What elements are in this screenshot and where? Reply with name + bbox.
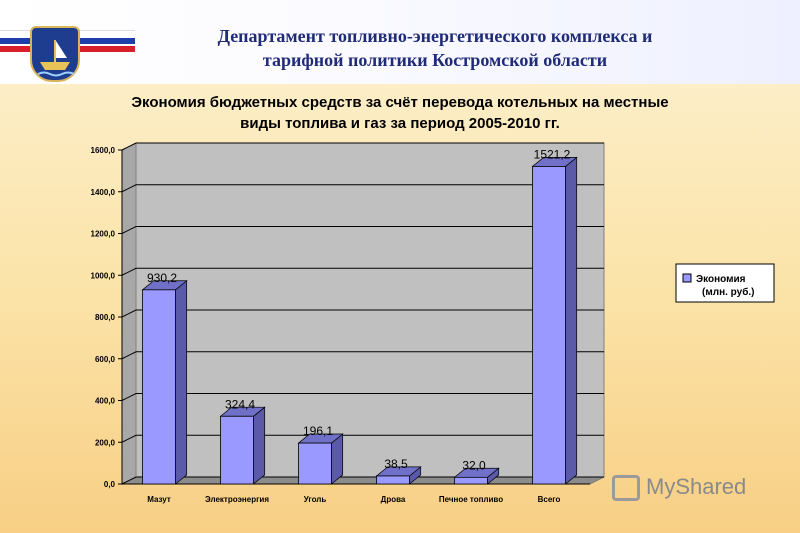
watermark: MyShared [612, 470, 762, 504]
gridline [121, 142, 604, 151]
y-tick-label: 200,0 [95, 438, 116, 447]
bar [454, 476, 488, 485]
bar [142, 289, 176, 485]
bar-side [253, 406, 266, 485]
data-label: 32,0 [462, 458, 486, 472]
y-tick-label: 1400,0 [91, 188, 116, 197]
gridline [121, 476, 604, 485]
gridline [121, 309, 604, 318]
plot-floor [121, 476, 605, 485]
y-tick-label: 800,0 [95, 313, 116, 322]
y-tick-label: 1000,0 [91, 271, 116, 280]
gridline [121, 226, 604, 234]
x-tick-label: Дрова [381, 495, 406, 504]
chart-title-line1: Экономия бюджетных средств за счёт перев… [131, 94, 669, 111]
chart-title-line2: виды топлива и газ за период 2005-2010 г… [240, 115, 560, 132]
x-tick-label: Электроэнергия [205, 495, 269, 504]
bar-side [565, 156, 578, 485]
data-label: 1521,2 [534, 147, 571, 161]
watermark-text: MyShared [646, 474, 747, 499]
gridline [121, 351, 604, 360]
x-tick-label: Мазут [147, 495, 171, 504]
bar [220, 415, 254, 485]
x-tick-label: Печное топливо [439, 495, 503, 504]
y-tick-label: 600,0 [95, 355, 116, 364]
gridline [121, 184, 604, 193]
department-title-line1: Департамент топливно-энергетического ком… [217, 26, 653, 46]
department-title: Департамент топливно-энергетического ком… [150, 24, 720, 72]
bar [376, 475, 410, 485]
data-label: 38,5 [384, 457, 408, 471]
legend-label-line1: Экономия [696, 274, 746, 285]
bar [298, 442, 332, 485]
legend-box [675, 263, 775, 303]
legend-label-line2: (млн. руб.) [702, 286, 755, 298]
x-tick-label: Уголь [304, 495, 327, 504]
chart-title: Экономия бюджетных средств за счёт перев… [60, 92, 740, 134]
y-tick-label: 1200,0 [91, 230, 116, 239]
presentation-board-icon [612, 475, 640, 502]
legend-swatch [682, 273, 692, 283]
gridline [121, 434, 604, 443]
y-tick-label: 1600,0 [91, 146, 116, 155]
y-tick-label: 0,0 [104, 480, 116, 489]
data-label: 930,2 [147, 271, 177, 285]
data-label: 196,1 [303, 424, 333, 438]
kostroma-coat-of-arms-icon [30, 26, 80, 82]
gridline [121, 267, 604, 276]
gridline [121, 393, 604, 401]
data-label: 324,4 [225, 397, 255, 411]
y-tick-label: 400,0 [95, 397, 116, 406]
bar [532, 166, 566, 485]
department-title-line2: тарифной политики Костромской области [262, 50, 608, 70]
x-tick-label: Всего [538, 495, 561, 504]
bar-side [175, 279, 188, 485]
